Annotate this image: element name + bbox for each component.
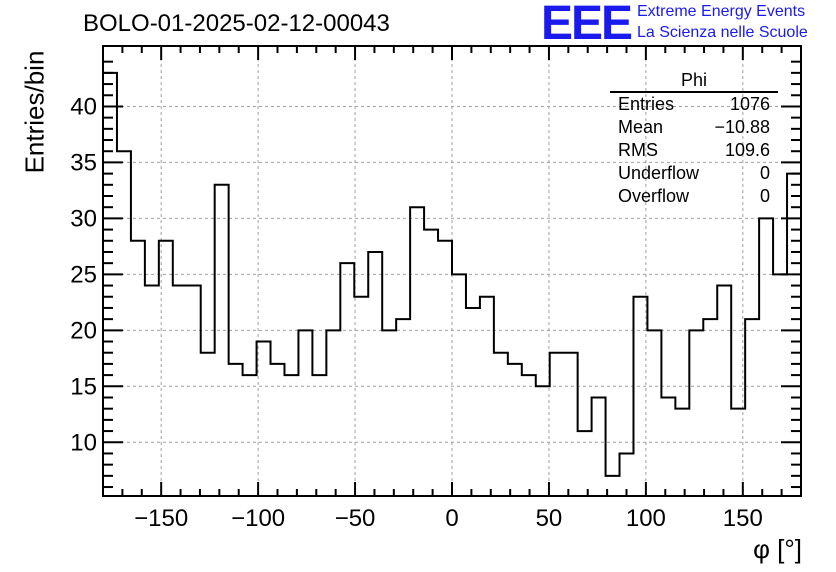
x-tick-label: −100 (231, 505, 285, 532)
histogram-bin (201, 353, 215, 496)
histogram-bin (480, 297, 494, 496)
plot-frame (102, 45, 802, 497)
x-axis-label: φ [°] (753, 534, 802, 564)
stats-row-mean: Mean −10.88 (610, 116, 778, 139)
histogram-bin (117, 151, 131, 496)
axis-ticks: −150 −100 −50 0 50 100 150 10 15 20 25 30 35 40 (70, 46, 802, 532)
histogram-bin (592, 397, 606, 496)
x-tick-label: 0 (445, 505, 458, 532)
stats-label: Overflow (618, 186, 690, 206)
y-tick-label: 15 (70, 373, 97, 400)
y-tick-label: 40 (70, 93, 97, 120)
histogram-bin (759, 218, 773, 496)
stats-value: 0 (759, 163, 770, 183)
x-tick-label: −50 (335, 505, 376, 532)
histogram-bin (340, 263, 354, 496)
histogram-bin (187, 286, 201, 496)
histogram-bin (368, 252, 382, 496)
y-axis-label: Entries/bin (19, 50, 50, 174)
stats-box: Phi Entries 1076 Mean −10.88 RMS 109.6 U… (610, 70, 778, 208)
stats-label: RMS (618, 140, 658, 160)
histogram-bin (298, 330, 312, 496)
histogram-bin (550, 353, 564, 496)
stats-title: Phi (610, 70, 778, 93)
histogram-bin (326, 330, 340, 496)
stats-value: 1076 (729, 94, 770, 114)
histogram-bin (661, 397, 675, 496)
histogram-bin (773, 274, 787, 496)
stats-label: Underflow (618, 163, 700, 183)
stats-row-rms: RMS 109.6 (610, 139, 778, 162)
histogram-bin (703, 319, 717, 496)
histogram-bin (131, 241, 145, 496)
histogram-bin (633, 297, 647, 496)
histogram-bin (354, 297, 368, 496)
branding-line-2: La Scienza nelle Scuole (637, 24, 808, 41)
histogram-bin (494, 353, 508, 496)
x-tick-label: −150 (134, 505, 188, 532)
histogram-bin (424, 230, 438, 496)
x-tick-label: 100 (626, 505, 666, 532)
histogram-bin (522, 375, 536, 496)
histogram-bin (452, 274, 466, 496)
stats-value: −10.88 (714, 117, 770, 137)
histogram-bin (536, 386, 550, 496)
x-tick-label: 50 (536, 505, 563, 532)
histogram-outline (102, 71, 802, 496)
stats-value: 109.6 (724, 140, 770, 160)
grid-lines (103, 46, 801, 496)
y-tick-label: 20 (70, 317, 97, 344)
stats-label: Entries (618, 94, 675, 114)
stats-value: 0 (759, 186, 770, 206)
histogram-bin (578, 431, 592, 496)
histogram-bin (145, 286, 159, 496)
histogram-bin (173, 286, 187, 496)
histogram-bin (647, 330, 661, 496)
x-tick-label: 150 (723, 505, 763, 532)
y-tick-label: 25 (70, 261, 97, 288)
histogram-bin (271, 364, 285, 496)
y-tick-label: 35 (70, 149, 97, 176)
histogram-bin (564, 353, 578, 496)
histogram-bin (284, 375, 298, 496)
histogram-bin (508, 364, 522, 496)
histogram-bin (466, 308, 480, 496)
histogram-bin (159, 241, 173, 496)
stats-row-entries: Entries 1076 (610, 93, 778, 116)
chart-title: BOLO-01-2025-02-12-00043 (83, 10, 390, 37)
y-tick-label: 30 (70, 205, 97, 232)
histogram-bin (675, 409, 689, 496)
stats-row-overflow: Overflow 0 (610, 185, 778, 208)
histogram-bin (745, 319, 759, 496)
branding-line-1: Extreme Energy Events (637, 3, 806, 20)
y-tick-label: 10 (70, 429, 97, 456)
histogram-bin (229, 364, 243, 496)
histogram-bin (382, 330, 396, 496)
histogram-bin (438, 241, 452, 496)
histogram-bin (243, 375, 257, 496)
histogram-bin (396, 319, 410, 496)
histogram-bin (312, 375, 326, 496)
histogram-bin (103, 73, 117, 496)
histogram-bin (787, 174, 801, 496)
eee-logo: EEE (541, 0, 633, 50)
histogram-bin (717, 286, 731, 496)
histogram-bin (410, 207, 424, 496)
stats-row-underflow: Underflow 0 (610, 162, 778, 185)
histogram-bin (215, 185, 229, 496)
histogram-bin (257, 342, 271, 496)
stats-label: Mean (618, 117, 664, 137)
histogram-bin (689, 330, 703, 496)
